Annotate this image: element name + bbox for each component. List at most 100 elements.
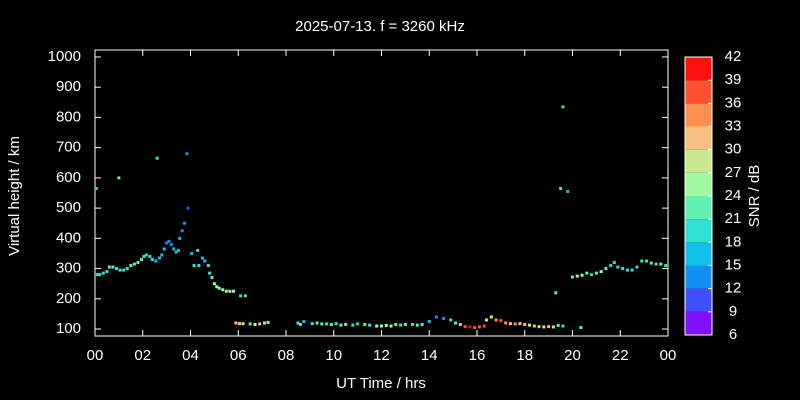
data-point (208, 271, 212, 275)
data-point (645, 259, 649, 263)
x-tick-label: 12 (373, 347, 390, 364)
data-point (296, 321, 300, 325)
data-point (389, 324, 393, 328)
colorbar-band (685, 57, 712, 81)
data-point (411, 323, 415, 327)
data-point (241, 322, 245, 326)
colorbar-band (685, 126, 712, 150)
colorbar-band (685, 149, 712, 173)
data-point (212, 282, 216, 286)
data-point (344, 323, 348, 327)
data-point (559, 186, 563, 190)
colorbar-tick-label: 39 (725, 71, 742, 88)
colorbar-tick-label: 36 (725, 94, 742, 111)
data-point (571, 275, 574, 279)
data-point (160, 253, 164, 257)
data-point (477, 325, 481, 329)
x-tick-label: 00 (660, 347, 677, 364)
data-point (449, 318, 453, 322)
data-point (351, 323, 355, 327)
data-point (325, 322, 329, 326)
colorbar-tick-label: 12 (725, 280, 742, 297)
x-tick-label: 14 (421, 347, 438, 364)
y-tick-label: 900 (56, 78, 81, 95)
data-point (356, 322, 360, 326)
data-point (473, 326, 477, 330)
data-point (165, 241, 169, 245)
x-tick-label: 02 (134, 347, 151, 364)
data-point (415, 323, 419, 327)
data-point (320, 322, 324, 326)
data-point (144, 253, 148, 257)
data-point (157, 256, 161, 260)
colorbar-tick-label: 30 (725, 141, 742, 158)
colorbar-band (685, 288, 712, 312)
data-point (399, 323, 403, 327)
data-point (494, 318, 498, 322)
data-point (263, 321, 267, 325)
data-point (210, 276, 214, 280)
data-point (221, 288, 225, 292)
x-tick-label: 04 (182, 347, 199, 364)
data-point (468, 325, 472, 329)
colorbar-label: SNR / dB (746, 165, 763, 228)
data-point (101, 271, 105, 275)
data-point (489, 315, 493, 319)
data-point (228, 289, 232, 293)
data-point (142, 254, 146, 258)
data-point (616, 265, 620, 269)
data-point (140, 258, 144, 262)
data-point (427, 319, 431, 323)
data-point (206, 264, 210, 268)
data-point (604, 267, 608, 271)
data-point (630, 268, 634, 272)
y-tick-label: 300 (56, 260, 81, 277)
data-point (200, 256, 204, 260)
colorbar-tick-label: 9 (729, 303, 737, 320)
data-point (590, 273, 594, 277)
data-point (551, 325, 555, 329)
data-point (554, 291, 558, 295)
data-point (334, 322, 338, 326)
data-point (111, 265, 115, 269)
data-point (640, 259, 644, 263)
y-tick-label: 200 (56, 290, 81, 307)
data-point (523, 323, 527, 327)
data-point (162, 247, 166, 251)
data-point (664, 264, 668, 268)
data-point (107, 265, 111, 269)
x-tick-label: 18 (516, 347, 533, 364)
data-point (248, 322, 252, 326)
x-tick-label: 06 (230, 347, 247, 364)
data-point (197, 264, 201, 268)
data-point (258, 322, 262, 326)
data-point (499, 319, 503, 323)
data-point (122, 268, 126, 272)
data-point (98, 273, 102, 277)
data-point (192, 264, 196, 268)
data-point (231, 289, 235, 293)
y-tick-label: 500 (56, 199, 81, 216)
data-point (434, 315, 438, 319)
data-point (298, 323, 302, 327)
colorbar-band (685, 219, 712, 243)
data-point (136, 261, 140, 265)
data-point (215, 285, 219, 289)
colorbar-band (685, 311, 712, 335)
data-point (532, 324, 536, 328)
data-point (654, 262, 658, 266)
data-point (237, 322, 241, 326)
x-tick-label: 16 (469, 347, 486, 364)
data-point (394, 323, 398, 327)
data-point (125, 267, 129, 271)
chart-title: 2025-07-13. f = 3260 kHz (295, 18, 465, 35)
data-point (585, 271, 589, 275)
data-point (203, 259, 207, 263)
data-point (609, 264, 613, 268)
colorbar-tick-label: 27 (725, 164, 742, 181)
data-point (575, 274, 579, 278)
data-point (217, 286, 221, 290)
data-point (180, 229, 184, 233)
